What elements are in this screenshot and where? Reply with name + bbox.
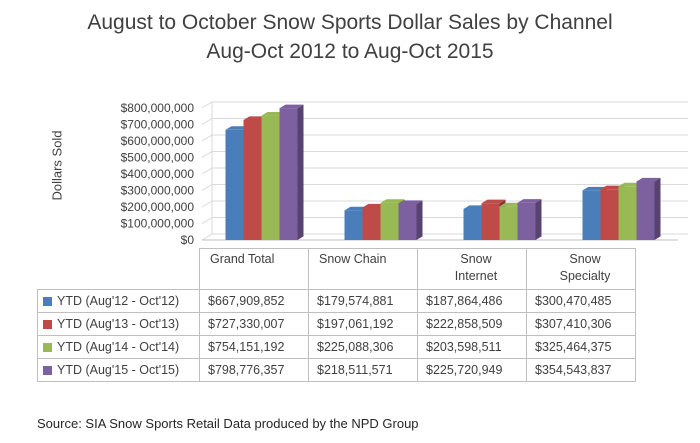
bar-side [297, 104, 304, 240]
bar-side [654, 177, 661, 240]
table-row: YTD (Aug'14 - Oct'14) $754,151,192 $225,… [37, 335, 636, 359]
bar [344, 210, 363, 240]
category-label-snow-chain: Snow Chain [319, 252, 387, 266]
legend-entry: YTD (Aug'13 - Oct'13) [37, 312, 200, 336]
bar [362, 207, 381, 240]
bar [582, 190, 601, 240]
gridline-side [201, 200, 213, 208]
legend-label: YTD (Aug'15 - Oct'15) [57, 363, 180, 377]
data-table: Grand Total Snow Chain Snow Internet Snow… [37, 248, 636, 382]
bar [600, 189, 619, 240]
y-tick-label: $300,000,000 [121, 184, 195, 198]
y-tick-label: $700,000,000 [121, 118, 195, 132]
chart-subtitle: Aug-Oct 2012 to Aug-Oct 2015 [206, 40, 494, 63]
bar [225, 129, 244, 240]
data-cell: $179,574,881 [308, 289, 418, 313]
gridline-side [201, 167, 213, 175]
chart-title: August to October Snow Sports Dollar Sal… [87, 11, 613, 34]
legend-label: YTD (Aug'14 - Oct'14) [57, 340, 180, 354]
data-cell: $754,151,192 [199, 335, 309, 359]
category-label-snow-internet-line1: Snow [460, 252, 492, 266]
y-tick-label: $800,000,000 [121, 101, 195, 115]
legend-swatch [43, 343, 52, 352]
bar-top [398, 200, 423, 204]
data-cell: $225,088,306 [308, 335, 418, 359]
legend-entry: YTD (Aug'12 - Oct'12) [37, 289, 200, 313]
category-label-snow-internet-line2: Internet [454, 269, 498, 283]
category-label: Snow Chain [308, 248, 418, 290]
category-label-snow-specialty-line2: Specialty [559, 269, 611, 283]
legend-entry: YTD (Aug'14 - Oct'14) [37, 335, 200, 359]
bar [243, 119, 262, 240]
bar [517, 202, 536, 240]
y-tick-label: $200,000,000 [121, 200, 195, 214]
y-tick-label: $100,000,000 [121, 217, 195, 231]
data-cell: $218,511,571 [308, 358, 418, 382]
data-cell: $354,543,837 [526, 358, 636, 382]
legend-swatch [43, 366, 52, 375]
data-cell: $325,464,375 [526, 335, 636, 359]
gridline-side [201, 101, 213, 109]
bar-side [535, 199, 542, 240]
bar [636, 181, 655, 240]
y-tick-label: $400,000,000 [121, 167, 195, 181]
bar-top [517, 199, 542, 203]
data-cell: $667,909,852 [199, 289, 309, 313]
bar [499, 206, 518, 240]
category-label: Snow Internet [417, 248, 527, 290]
legend-label: YTD (Aug'13 - Oct'13) [57, 317, 180, 331]
legend-label: YTD (Aug'12 - Oct'12) [57, 294, 180, 308]
legend-entry: YTD (Aug'15 - Oct'15) [37, 358, 200, 382]
y-tick-label: $0 [181, 233, 195, 247]
data-cell: $300,470,485 [526, 289, 636, 313]
data-cell: $727,330,007 [199, 312, 309, 336]
category-label-grand-total: Grand Total [210, 252, 275, 266]
bar-top [481, 199, 506, 204]
gridline-side [201, 118, 213, 125]
legend-swatch [43, 320, 52, 329]
gridline-side [201, 151, 213, 158]
gridline-side [201, 184, 213, 191]
source-note: Source: SIA Snow Sports Retail Data prod… [37, 416, 419, 431]
data-cell: $203,598,511 [417, 335, 527, 359]
table-row: YTD (Aug'15 - Oct'15) $798,776,357 $218,… [37, 358, 636, 382]
table-row: YTD (Aug'13 - Oct'13) $727,330,007 $197,… [37, 312, 636, 336]
data-cell: $307,410,306 [526, 312, 636, 336]
table-row: YTD (Aug'12 - Oct'12) $667,909,852 $179,… [37, 289, 636, 313]
gridline-side [201, 134, 213, 142]
chart-plot: $800,000,000 $700,000,000 $600,000,000 $500… [121, 101, 688, 247]
data-cell: $187,864,486 [417, 289, 527, 313]
bar-side [416, 200, 423, 240]
y-tick-label: $500,000,000 [121, 151, 195, 165]
bar-top [380, 199, 405, 203]
table-header-row: Grand Total Snow Chain Snow Internet Snow… [37, 248, 636, 290]
bar-top [279, 104, 304, 109]
table-corner [37, 248, 200, 290]
bar [481, 203, 500, 240]
data-cell: $225,720,949 [417, 358, 527, 382]
bar [380, 202, 399, 240]
bar [261, 115, 280, 240]
category-label: Snow Specialty [526, 248, 636, 290]
category-label-snow-specialty-line1: Snow [569, 252, 601, 266]
bar [618, 186, 637, 240]
bar [463, 209, 482, 240]
category-label: Grand Total [199, 248, 309, 290]
y-tick-label: $600,000,000 [121, 134, 195, 148]
bar-top [636, 177, 661, 182]
bar [398, 203, 417, 240]
bar [279, 108, 298, 240]
data-cell: $197,061,192 [308, 312, 418, 336]
gridline-side [201, 217, 213, 224]
gridline-side [201, 233, 213, 241]
data-cell: $798,776,357 [199, 358, 309, 382]
data-cell: $222,858,509 [417, 312, 527, 336]
legend-swatch [43, 297, 52, 306]
